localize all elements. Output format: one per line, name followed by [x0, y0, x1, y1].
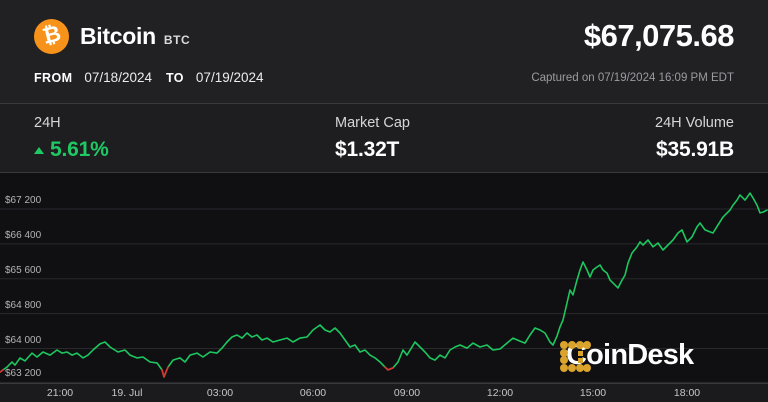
coindesk-watermark: CoinDesk — [559, 339, 694, 372]
price-line-down-segment — [161, 366, 169, 378]
from-date-value[interactable]: 07/18/2024 — [84, 70, 152, 85]
date-range-row: FROM 07/18/2024 TO 07/19/2024 Captured o… — [0, 70, 768, 85]
price-line-path — [0, 192, 768, 378]
up-arrow-icon — [34, 146, 44, 154]
y-axis-label: $65 600 — [5, 264, 42, 276]
x-axis-label: 12:00 — [486, 387, 514, 399]
coin-symbol: BTC — [163, 33, 191, 47]
coin-name: Bitcoin — [80, 22, 156, 49]
y-axis-label: $67 200 — [5, 195, 42, 206]
bitcoin-glyph: ₿ — [39, 21, 64, 50]
x-axis-label: 09:00 — [393, 387, 421, 399]
x-axis-label: 18:00 — [673, 387, 701, 399]
x-axis-label: 06:00 — [299, 387, 327, 399]
price-line-down-segment — [0, 369, 4, 373]
stat-market-cap: Market Cap $1.32T — [335, 115, 655, 172]
coindesk-logo-icon — [560, 341, 591, 372]
y-axis-label: $64 800 — [5, 299, 42, 311]
market-cap-label: Market Cap — [335, 115, 410, 131]
current-price: $67,075.68 — [583, 18, 735, 53]
y-axis-label: $63 200 — [5, 368, 42, 380]
y-axis-label: $66 400 — [5, 229, 42, 241]
from-label: FROM — [34, 70, 73, 85]
price-chart-plot[interactable]: CoinDesk $67 200 $66 400 $65 600 $64 800 $64… — [0, 173, 768, 383]
volume-label: 24H Volume — [655, 115, 734, 131]
stat-24h-volume: 24H Volume $35.91B — [655, 115, 734, 172]
x-axis-label: 19. Jul — [111, 387, 143, 399]
bitcoin-logo-icon: ₿ — [34, 18, 69, 54]
x-axis-label: 03:00 — [206, 387, 234, 399]
change-label: 24H — [34, 115, 61, 131]
price-line-svg — [0, 192, 768, 383]
market-cap-value: $1.32T — [335, 138, 400, 161]
volume-value: $35.91B — [656, 138, 734, 161]
coin-title-row: ₿ Bitcoin BTC $67,075.68 — [0, 0, 768, 54]
y-axis-label: $64 000 — [5, 334, 42, 346]
to-label: TO — [165, 70, 184, 85]
x-axis-strip: 21:00 19. Jul 03:00 06:00 09:00 12:00 15:00 18:… — [0, 383, 768, 402]
to-date-value[interactable]: 07/19/2024 — [195, 70, 264, 85]
header: ₿ Bitcoin BTC $67,075.68 FROM 07/18/2024… — [0, 0, 768, 103]
change-value: 5.61% — [50, 138, 109, 161]
x-axis-label: 15:00 — [579, 387, 607, 399]
stats-strip: 24H 5.61% Market Cap $1.32T 24H Volume $… — [0, 103, 768, 173]
captured-timestamp: Captured on 07/19/2024 16:09 PM EDT — [531, 71, 734, 84]
x-axis-label: 21:00 — [46, 387, 74, 399]
stat-24h-change: 24H 5.61% — [34, 115, 335, 172]
price-line-down-segment — [384, 366, 394, 371]
